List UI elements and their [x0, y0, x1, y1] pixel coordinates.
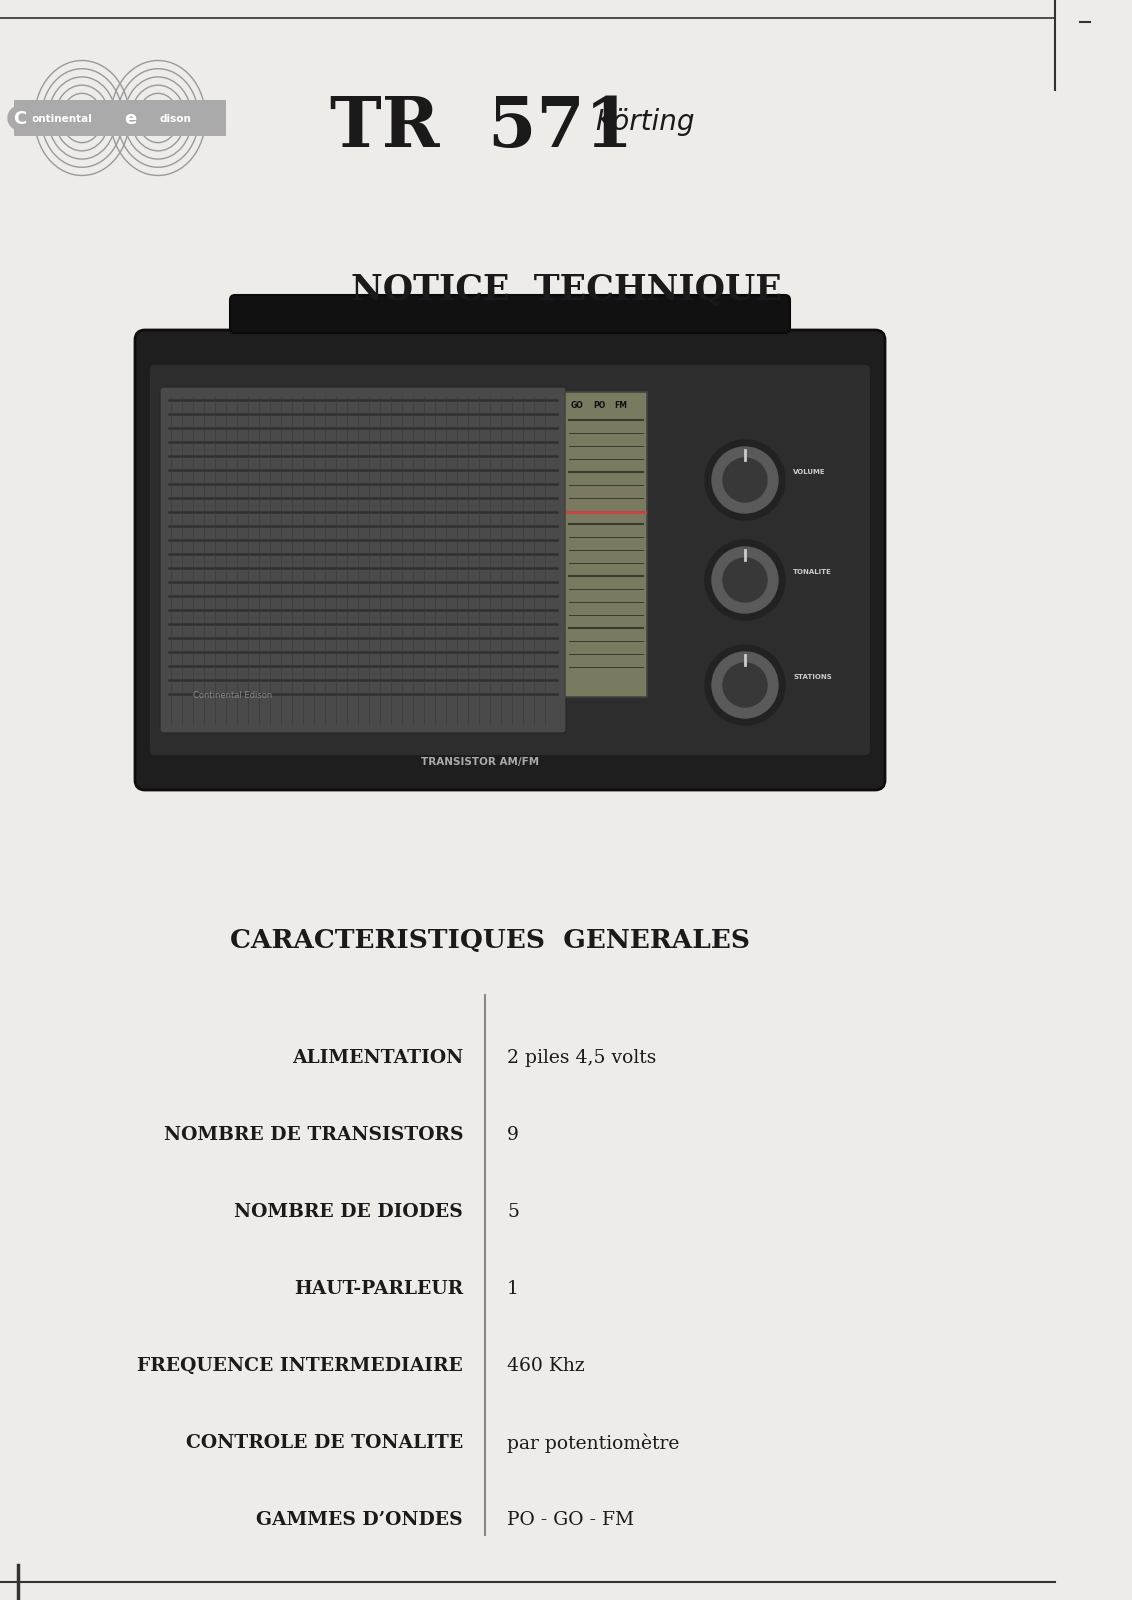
Circle shape: [723, 558, 767, 602]
Circle shape: [705, 440, 784, 520]
Text: ontinental: ontinental: [32, 114, 93, 125]
Text: NOMBRE DE TRANSISTORS: NOMBRE DE TRANSISTORS: [163, 1126, 463, 1144]
Text: Continental Edison: Continental Edison: [192, 691, 273, 699]
Text: NOMBRE DE DIODES: NOMBRE DE DIODES: [234, 1203, 463, 1221]
Text: 5: 5: [507, 1203, 518, 1221]
Text: HAUT-PARLEUR: HAUT-PARLEUR: [294, 1280, 463, 1298]
FancyBboxPatch shape: [230, 294, 790, 333]
Text: FREQUENCE INTERMEDIAIRE: FREQUENCE INTERMEDIAIRE: [137, 1357, 463, 1374]
FancyBboxPatch shape: [135, 330, 885, 790]
Text: PO: PO: [593, 400, 606, 410]
Text: TONALITE: TONALITE: [794, 570, 832, 574]
Text: e: e: [123, 110, 136, 128]
FancyBboxPatch shape: [565, 392, 648, 698]
Text: Körting: Körting: [595, 109, 695, 136]
Text: 9: 9: [507, 1126, 518, 1144]
Text: dison: dison: [160, 114, 191, 125]
Circle shape: [723, 458, 767, 502]
Ellipse shape: [111, 61, 206, 176]
Text: PO - GO - FM: PO - GO - FM: [507, 1510, 634, 1530]
Text: NOTICE  TECHNIQUE: NOTICE TECHNIQUE: [351, 274, 781, 307]
Text: TRANSISTOR AM/FM: TRANSISTOR AM/FM: [421, 757, 539, 766]
Text: GAMMES D’ONDES: GAMMES D’ONDES: [256, 1510, 463, 1530]
Circle shape: [723, 662, 767, 707]
Text: C: C: [14, 110, 27, 128]
Text: VOLUME: VOLUME: [794, 469, 825, 475]
Text: STATIONS: STATIONS: [794, 674, 832, 680]
Text: TR  571: TR 571: [331, 94, 633, 162]
Circle shape: [705, 541, 784, 619]
Circle shape: [705, 645, 784, 725]
Circle shape: [118, 106, 142, 130]
Text: CARACTERISTIQUES  GENERALES: CARACTERISTIQUES GENERALES: [230, 928, 751, 952]
Circle shape: [712, 653, 778, 718]
Circle shape: [8, 106, 32, 130]
FancyBboxPatch shape: [14, 99, 226, 136]
Circle shape: [712, 446, 778, 514]
Text: CONTROLE DE TONALITE: CONTROLE DE TONALITE: [186, 1434, 463, 1453]
Ellipse shape: [34, 61, 129, 176]
Text: 1: 1: [507, 1280, 518, 1298]
FancyBboxPatch shape: [160, 387, 566, 733]
Text: 2 piles 4,5 volts: 2 piles 4,5 volts: [507, 1050, 657, 1067]
Text: ALIMENTATION: ALIMENTATION: [292, 1050, 463, 1067]
Text: par potentiomètre: par potentiomètre: [507, 1434, 679, 1453]
Circle shape: [712, 547, 778, 613]
Text: GO: GO: [571, 400, 583, 410]
FancyBboxPatch shape: [151, 365, 871, 755]
Text: FM: FM: [615, 400, 627, 410]
Text: 460 Khz: 460 Khz: [507, 1357, 585, 1374]
